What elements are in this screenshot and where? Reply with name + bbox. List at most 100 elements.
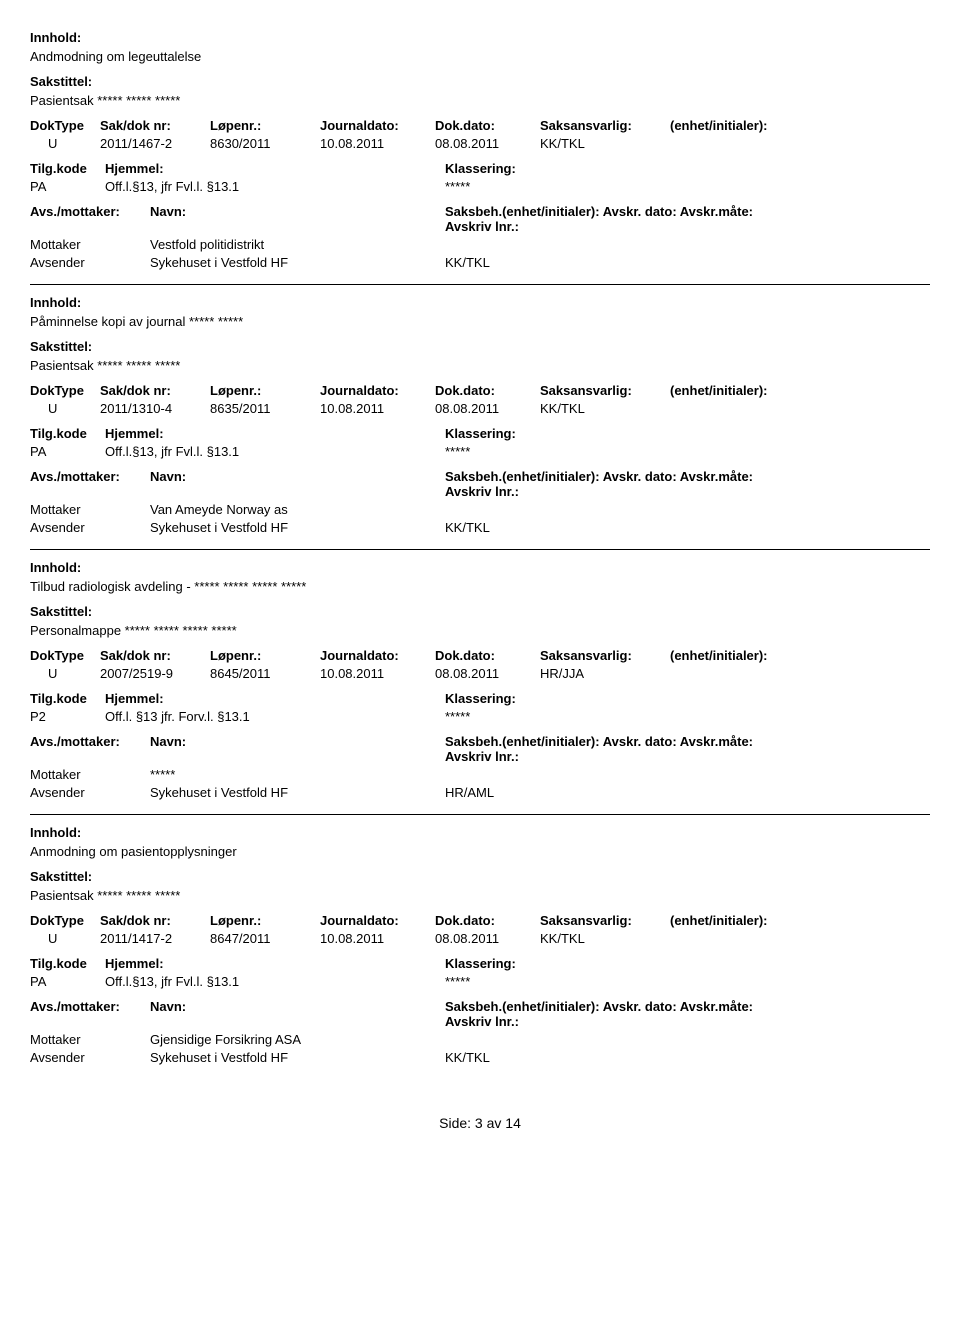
hjemmel-value-row: P2 Off.l. §13 jfr. Forv.l. §13.1 ***** [30, 709, 930, 724]
enhet-header: (enhet/initialer): [670, 118, 820, 133]
avsender-code: KK/TKL [445, 255, 545, 270]
sakdok-header: Sak/dok nr: [100, 118, 210, 133]
hjemmel-header-row: Tilg.kode Hjemmel: Klassering: [30, 426, 930, 441]
hjemmel-header-row: Tilg.kode Hjemmel: Klassering: [30, 956, 930, 971]
dokdato-value: 08.08.2011 [435, 666, 540, 681]
lopenr-value: 8630/2011 [210, 136, 320, 151]
klassering-header: Klassering: [445, 161, 645, 176]
innhold-value: Anmodning om pasientopplysninger [30, 844, 930, 859]
doktype-value: U [30, 401, 100, 416]
avsender-code: KK/TKL [445, 520, 545, 535]
innhold-label: Innhold: [30, 825, 930, 840]
sakstittel-label: Sakstittel: [30, 74, 930, 89]
avsender-row: Avsender Sykehuset i Vestfold HF KK/TKL [30, 520, 930, 535]
journal-record: Innhold: Påminnelse kopi av journal ****… [30, 295, 930, 550]
hjemmel-value: Off.l.§13, jfr Fvl.l. §13.1 [105, 444, 445, 459]
hjemmel-value-row: PA Off.l.§13, jfr Fvl.l. §13.1 ***** [30, 179, 930, 194]
klassering-header: Klassering: [445, 956, 645, 971]
avsender-label: Avsender [30, 520, 150, 535]
klassering-value: ***** [445, 974, 645, 989]
avsender-label: Avsender [30, 255, 150, 270]
innhold-label: Innhold: [30, 295, 930, 310]
tilgkode-value: PA [30, 179, 105, 194]
avsender-name: Sykehuset i Vestfold HF [150, 520, 445, 535]
tilgkode-value: P2 [30, 709, 105, 724]
navn-header: Navn: [150, 204, 445, 234]
dokdato-value: 08.08.2011 [435, 931, 540, 946]
klassering-value: ***** [445, 709, 645, 724]
saksansvarlig-header: Saksansvarlig: [540, 913, 670, 928]
dokdato-header: Dok.dato: [435, 648, 540, 663]
doktype-value: U [30, 666, 100, 681]
journaldato-header: Journaldato: [320, 913, 435, 928]
sakdok-value: 2007/2519-9 [100, 666, 210, 681]
enhet-header: (enhet/initialer): [670, 648, 820, 663]
doktype-header: DokType [30, 648, 100, 663]
lopenr-value: 8647/2011 [210, 931, 320, 946]
doktype-value: U [30, 931, 100, 946]
journaldato-header: Journaldato: [320, 648, 435, 663]
innhold-label: Innhold: [30, 30, 930, 45]
doktype-header: DokType [30, 383, 100, 398]
party-header-row: Avs./mottaker: Navn: Saksbeh.(enhet/init… [30, 469, 930, 499]
enhet-header: (enhet/initialer): [670, 913, 820, 928]
hjemmel-header: Hjemmel: [105, 691, 445, 706]
party-header-row: Avs./mottaker: Navn: Saksbeh.(enhet/init… [30, 734, 930, 764]
journaldato-value: 10.08.2011 [320, 401, 435, 416]
doc-header-row: DokType Sak/dok nr: Løpenr.: Journaldato… [30, 648, 930, 663]
dokdato-value: 08.08.2011 [435, 401, 540, 416]
doktype-header: DokType [30, 913, 100, 928]
lopenr-value: 8645/2011 [210, 666, 320, 681]
mottaker-label: Mottaker [30, 767, 150, 782]
avsender-code: HR/AML [445, 785, 545, 800]
enhet-header: (enhet/initialer): [670, 383, 820, 398]
hjemmel-header-row: Tilg.kode Hjemmel: Klassering: [30, 691, 930, 706]
innhold-label: Innhold: [30, 560, 930, 575]
innhold-value: Påminnelse kopi av journal ***** ***** [30, 314, 930, 329]
avsender-row: Avsender Sykehuset i Vestfold HF HR/AML [30, 785, 930, 800]
tilgkode-value: PA [30, 974, 105, 989]
navn-header: Navn: [150, 734, 445, 764]
sakstittel-value: Pasientsak ***** ***** ***** [30, 888, 930, 903]
avsender-label: Avsender [30, 785, 150, 800]
lopenr-value: 8635/2011 [210, 401, 320, 416]
doc-value-row: U 2011/1417-2 8647/2011 10.08.2011 08.08… [30, 931, 930, 946]
doc-header-row: DokType Sak/dok nr: Løpenr.: Journaldato… [30, 383, 930, 398]
klassering-header: Klassering: [445, 426, 645, 441]
sakdok-header: Sak/dok nr: [100, 648, 210, 663]
avsmottaker-header: Avs./mottaker: [30, 204, 150, 234]
record-divider [30, 549, 930, 550]
mottaker-name: Gjensidige Forsikring ASA [150, 1032, 445, 1047]
sakstittel-label: Sakstittel: [30, 339, 930, 354]
hjemmel-value-row: PA Off.l.§13, jfr Fvl.l. §13.1 ***** [30, 444, 930, 459]
mottaker-row: Mottaker Vestfold politidistrikt [30, 237, 930, 252]
dokdato-header: Dok.dato: [435, 913, 540, 928]
journaldato-value: 10.08.2011 [320, 931, 435, 946]
klassering-value: ***** [445, 179, 645, 194]
party-header-row: Avs./mottaker: Navn: Saksbeh.(enhet/init… [30, 204, 930, 234]
doktype-header: DokType [30, 118, 100, 133]
tilgkode-header: Tilg.kode [30, 691, 105, 706]
navn-header: Navn: [150, 469, 445, 499]
mottaker-name: Van Ameyde Norway as [150, 502, 445, 517]
saksansvarlig-value: KK/TKL [540, 401, 670, 416]
sakstittel-label: Sakstittel: [30, 869, 930, 884]
sakstittel-value: Personalmappe ***** ***** ***** ***** [30, 623, 930, 638]
tilgkode-header: Tilg.kode [30, 426, 105, 441]
saksbeh-header: Saksbeh.(enhet/initialer): Avskr. dato: … [445, 999, 795, 1029]
hjemmel-value: Off.l.§13, jfr Fvl.l. §13.1 [105, 974, 445, 989]
doc-value-row: U 2011/1467-2 8630/2011 10.08.2011 08.08… [30, 136, 930, 151]
hjemmel-value: Off.l.§13, jfr Fvl.l. §13.1 [105, 179, 445, 194]
avsmottaker-header: Avs./mottaker: [30, 734, 150, 764]
dokdato-header: Dok.dato: [435, 118, 540, 133]
avsender-code: KK/TKL [445, 1050, 545, 1065]
tilgkode-header: Tilg.kode [30, 161, 105, 176]
hjemmel-header-row: Tilg.kode Hjemmel: Klassering: [30, 161, 930, 176]
avsender-name: Sykehuset i Vestfold HF [150, 1050, 445, 1065]
sakdok-value: 2011/1310-4 [100, 401, 210, 416]
avsmottaker-header: Avs./mottaker: [30, 999, 150, 1029]
doktype-value: U [30, 136, 100, 151]
journaldato-value: 10.08.2011 [320, 666, 435, 681]
journaldato-value: 10.08.2011 [320, 136, 435, 151]
saksansvarlig-value: KK/TKL [540, 136, 670, 151]
